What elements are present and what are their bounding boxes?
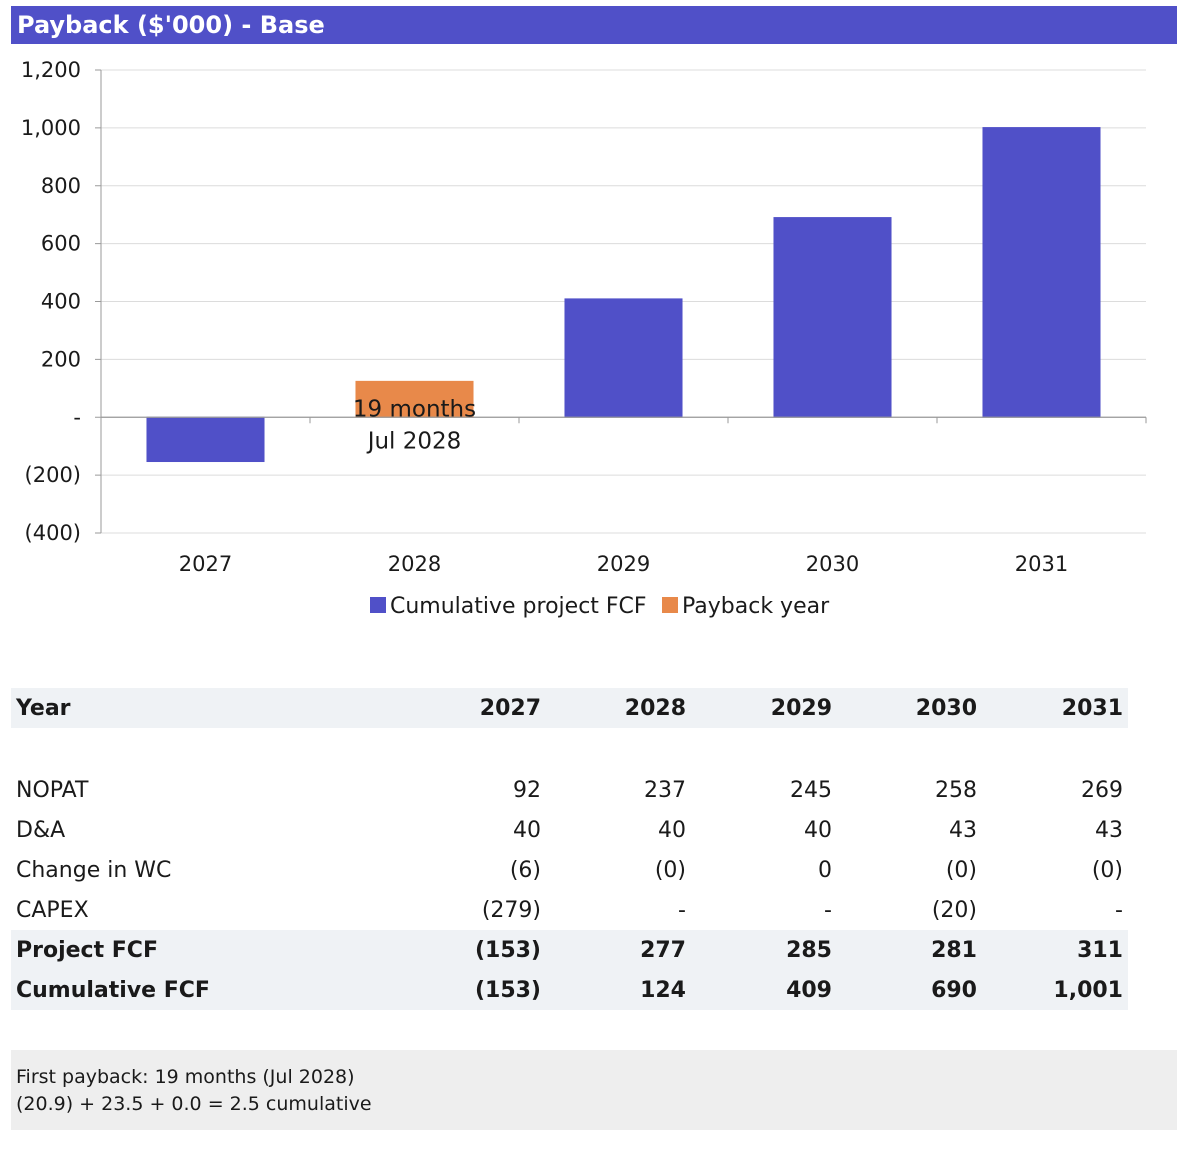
x-tick-label: 2030 [806,552,859,576]
row-label: Project FCF [16,938,158,963]
fcf-table: Year 2027 2028 2029 2030 2031 NOPAT 92 2… [11,688,1128,1010]
payback-note: First payback: 19 months (Jul 2028) (20.… [11,1050,1177,1130]
y-tick-label: (200) [25,463,81,487]
cell: 1,001 [1053,978,1123,1003]
header-label: Year [16,696,71,721]
table-row: D&A 40 40 40 43 43 [11,810,1128,850]
cell: 277 [640,938,686,963]
header-year: 2031 [1061,696,1123,721]
cell: (153) [474,978,541,1003]
x-tick-label: 2028 [388,552,441,576]
table-spacer [11,728,1128,770]
x-tick-label: 2031 [1015,552,1068,576]
cell: 0 [818,858,832,883]
cell: 258 [935,778,977,803]
cell: 40 [513,818,541,843]
bar-payback-year [355,380,474,418]
title-bar: Payback ($'000) - Base [11,6,1177,44]
bar-cumulative-fcf [773,217,892,418]
table-row: CAPEX (279) - - (20) - [11,890,1128,930]
chart-title: Payback ($'000) - Base [17,11,325,39]
table-row: Change in WC (6) (0) 0 (0) (0) [11,850,1128,890]
cell: (153) [474,938,541,963]
table-header-row: Year 2027 2028 2029 2030 2031 [11,688,1128,728]
cell: 237 [644,778,686,803]
x-tick-label: 2027 [179,552,232,576]
cell: 92 [513,778,541,803]
payback-annotation-months: 19 months [353,396,476,422]
cell: 285 [786,938,832,963]
y-tick-label: 800 [41,174,81,198]
cell: 40 [804,818,832,843]
y-tick-label: - [73,405,81,429]
note-line-1: First payback: 19 months (Jul 2028) [16,1066,355,1088]
cell: 281 [931,938,977,963]
row-label: D&A [16,818,66,843]
row-label: CAPEX [16,898,89,923]
cell: - [678,898,686,923]
table-row: NOPAT 92 237 245 258 269 [11,770,1128,810]
cell: (279) [481,898,541,923]
note-line-2: (20.9) + 23.5 + 0.0 = 2.5 cumulative [16,1093,372,1115]
legend-label: Payback year [682,594,830,619]
header-year: 2027 [479,696,541,721]
y-tick-label: 600 [41,232,81,256]
table-row-project-fcf: Project FCF (153) 277 285 281 311 [11,930,1128,970]
cell: 124 [640,978,686,1003]
cell: (20) [931,898,977,923]
cell: 690 [931,978,977,1003]
cell: 40 [658,818,686,843]
table-row-cumulative-fcf: Cumulative FCF (153) 124 409 690 1,001 [11,970,1128,1010]
cell: 409 [786,978,832,1003]
cell: (0) [654,858,686,883]
cell: 269 [1081,778,1123,803]
cell: - [1115,898,1123,923]
payback-annotation-date: Jul 2028 [366,428,462,454]
cell: 311 [1077,938,1123,963]
legend-swatch-cumulative [370,597,386,613]
x-tick-label: 2029 [597,552,650,576]
legend-label: Cumulative project FCF [390,594,647,619]
payback-chart: (400) (200) - 200 400 600 800 1,000 1,200 2027 202… [21,58,1147,619]
y-tick-label: (400) [25,521,81,545]
y-tick-label: 1,000 [21,116,81,140]
y-tick-label: 200 [41,347,81,371]
header-year: 2029 [770,696,832,721]
bar-cumulative-fcf [564,298,683,418]
row-label: Change in WC [16,858,172,883]
cell: (0) [1091,858,1123,883]
y-tick-label: 400 [41,290,81,314]
bar-cumulative-fcf [982,127,1101,418]
bar-cumulative-fcf [146,416,265,463]
header-year: 2028 [624,696,686,721]
header-year: 2030 [915,696,977,721]
row-label: NOPAT [16,778,89,803]
cell: (6) [509,858,541,883]
y-tick-label: 1,200 [21,58,81,82]
cell: 43 [949,818,977,843]
row-label: Cumulative FCF [16,978,210,1003]
cell: - [824,898,832,923]
cell: (0) [945,858,977,883]
cell: 245 [790,778,832,803]
legend-swatch-payback [662,597,678,613]
cell: 43 [1095,818,1123,843]
